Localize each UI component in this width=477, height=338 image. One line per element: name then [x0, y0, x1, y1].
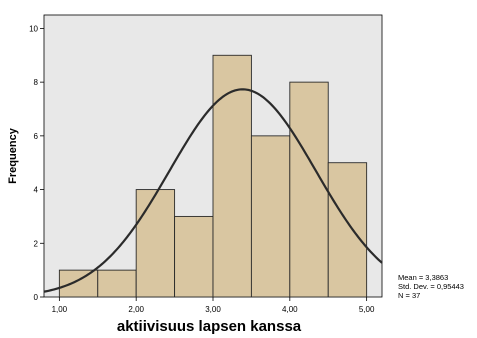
- y-axis-title: Frequency: [7, 127, 19, 184]
- y-tick-label: 2: [34, 239, 39, 248]
- histogram-bar: [58, 269, 99, 298]
- stat-n: N = 37: [398, 291, 420, 300]
- y-tick-label: 6: [34, 132, 39, 141]
- histogram-bar: [212, 54, 252, 298]
- x-axis-title: aktiivisuus lapsen kanssa: [117, 318, 302, 335]
- histogram-bar: [250, 135, 291, 298]
- x-tick-label: 4,00: [282, 305, 298, 314]
- histogram-bar: [135, 189, 176, 298]
- y-tick-label: 8: [34, 78, 39, 87]
- y-tick-label: 0: [34, 293, 39, 302]
- stat-mean: Mean = 3,3863: [398, 273, 448, 282]
- x-tick-label: 1,00: [52, 305, 68, 314]
- histogram-bar: [97, 269, 137, 298]
- normal-curve: [43, 88, 383, 293]
- axes-layer: 0 2 4 6 8 10 1,00 2,00 3,00 4,00 5,00: [29, 24, 375, 314]
- stat-std-dev: Std. Dev. = 0,95443: [398, 282, 464, 291]
- x-tick-label: 3,00: [205, 305, 221, 314]
- y-tick-label: 10: [29, 24, 38, 33]
- y-tick-label: 4: [34, 186, 39, 195]
- histogram-bar: [289, 81, 329, 298]
- x-tick-label: 5,00: [359, 305, 375, 314]
- histogram-bar: [174, 215, 214, 298]
- x-tick-label: 2,00: [128, 305, 144, 314]
- stats-box: Mean = 3,3863 Std. Dev. = 0,95443 N = 37: [398, 273, 464, 300]
- bars-layer: [58, 54, 368, 298]
- histogram-bar: [327, 162, 368, 298]
